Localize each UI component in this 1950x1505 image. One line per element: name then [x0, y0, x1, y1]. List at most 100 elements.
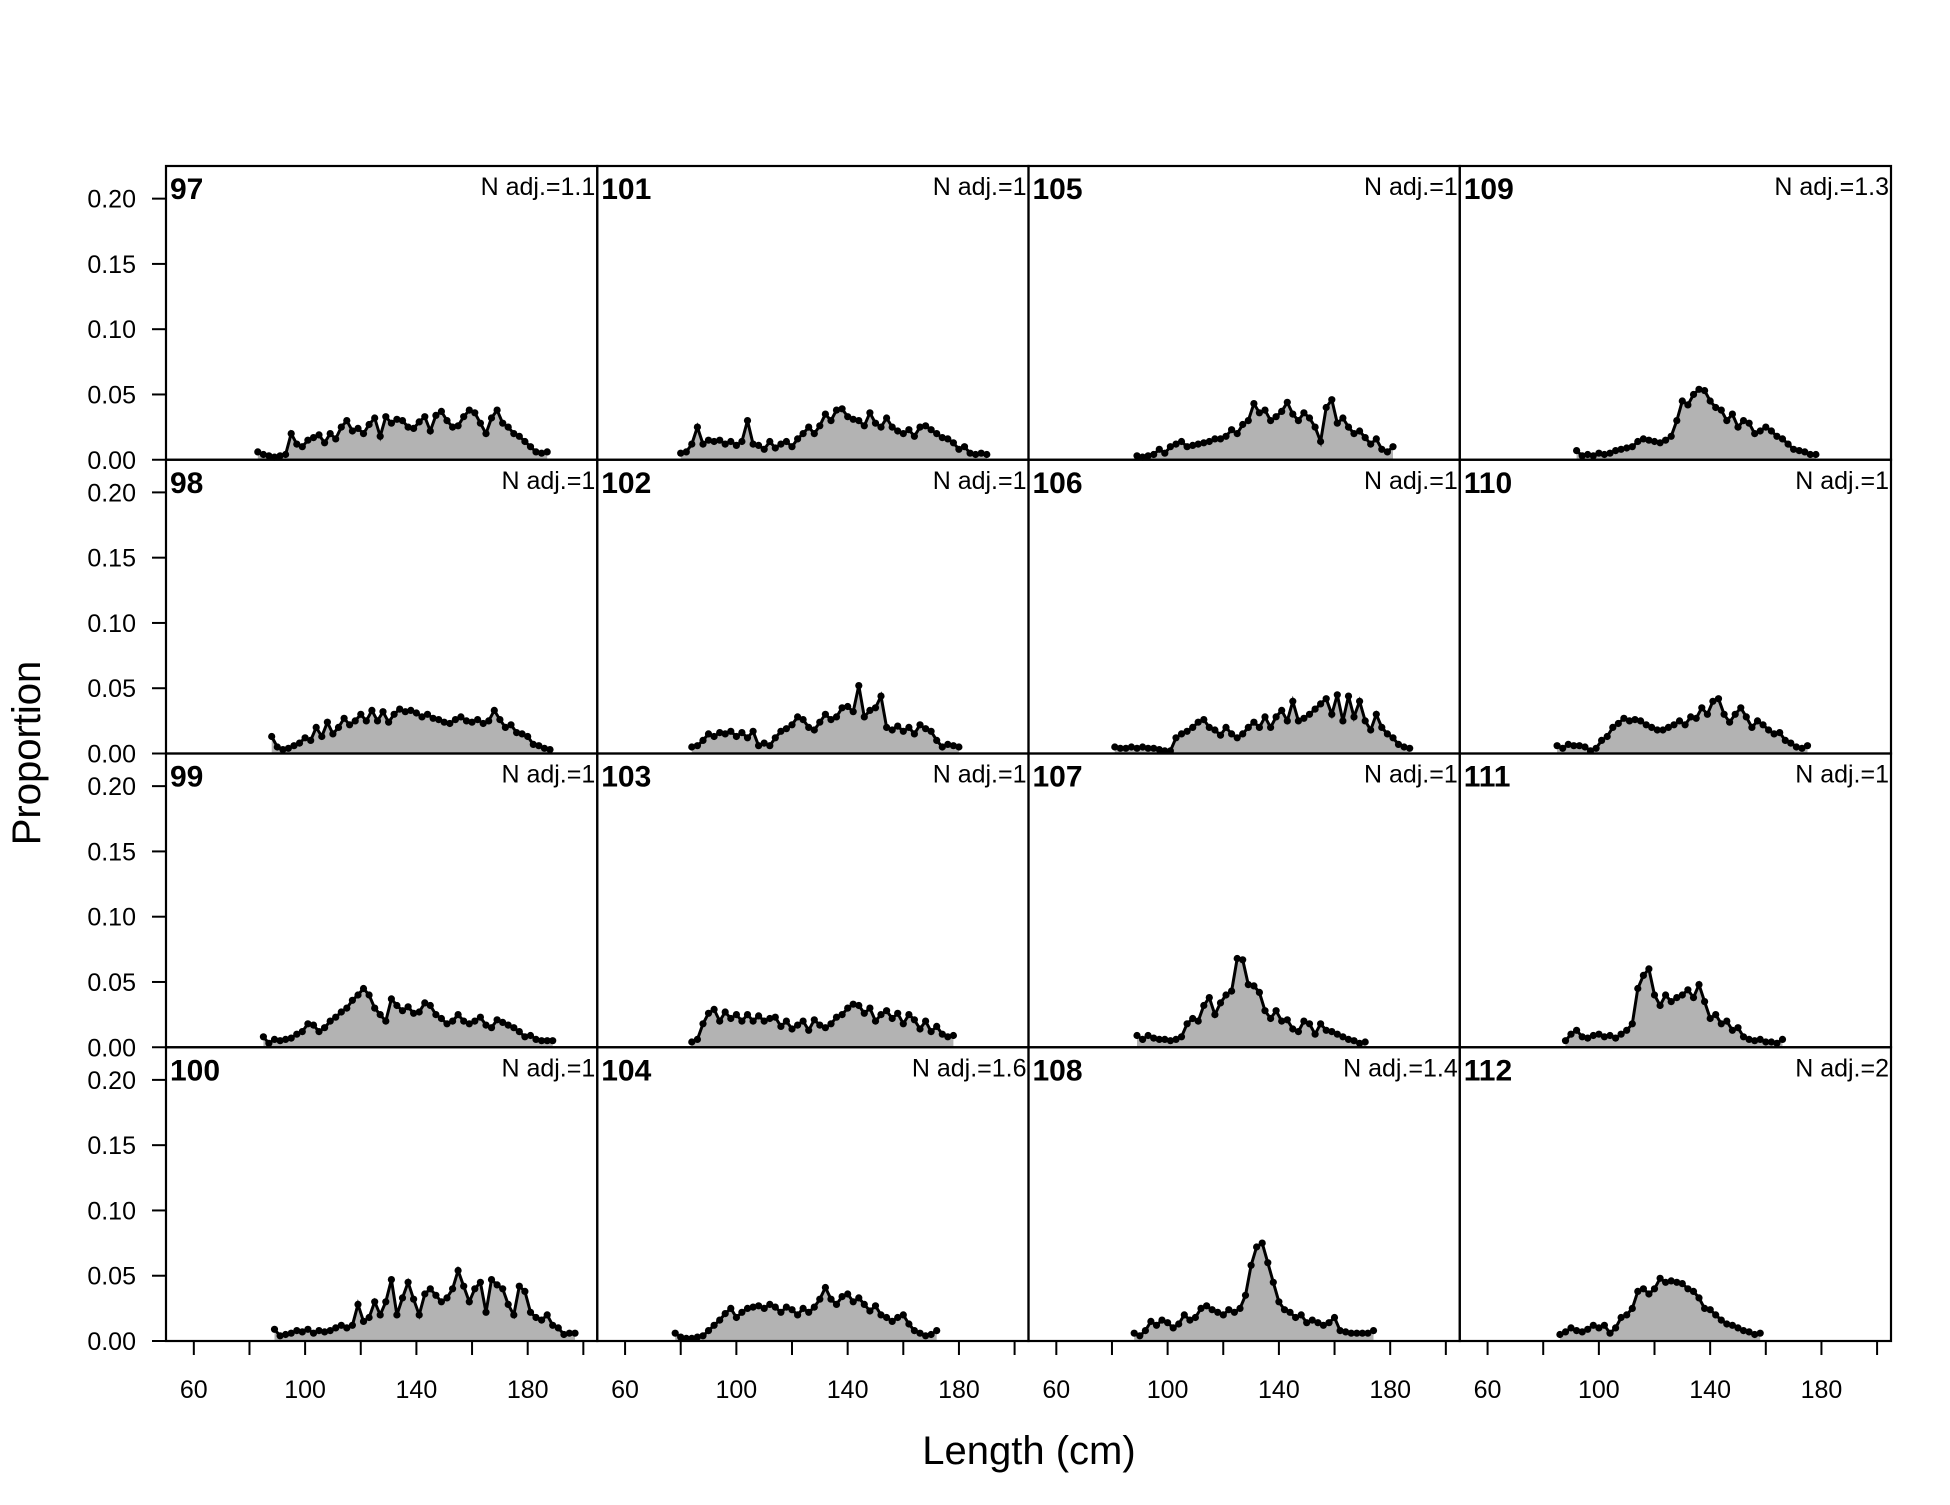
panel-109-point-176 [1806, 450, 1814, 459]
panel-108-point-136 [1264, 1259, 1272, 1267]
y-tick-label: 0.05 [87, 969, 136, 997]
panel-110-point-169 [1787, 739, 1795, 747]
panel-98-point-186 [540, 744, 549, 752]
panel-99-point-109 [326, 1017, 334, 1025]
x-tick-label: 140 [1258, 1376, 1300, 1404]
panel-107-point-141 [1278, 1017, 1286, 1025]
panel-110-point-89 [1564, 740, 1572, 749]
panel-98-nadj-label: N adj.=1 [501, 467, 595, 495]
panel-101-point-132 [821, 410, 830, 418]
panel-97-nadj-label: N adj.=1.1 [481, 173, 596, 201]
panel-108-point-156 [1319, 1321, 1327, 1329]
panel-101-point-148 [866, 409, 874, 417]
panel-105-point-179 [1383, 448, 1391, 456]
panel-112-point-116 [1639, 1285, 1647, 1293]
panel-111-point-148 [1728, 1026, 1736, 1034]
panel-105-point-141 [1278, 407, 1286, 415]
panel-102-point-116 [777, 727, 785, 735]
panel-97-point-139 [410, 424, 418, 432]
panel-103-point-146 [860, 1009, 868, 1017]
panel-99-point-141 [415, 1008, 423, 1016]
panel-99-point-143 [421, 999, 429, 1007]
panel-101-point-156 [888, 423, 896, 431]
panel-98-point-140 [412, 709, 420, 717]
panel-108-point-118 [1214, 1308, 1222, 1316]
panel-101-point-140 [844, 413, 852, 421]
panel-106-point-159 [1328, 710, 1336, 718]
panel-104-point-130 [816, 1295, 824, 1303]
panel-104-point-108 [755, 1302, 763, 1310]
panel-110-point-157 [1753, 717, 1762, 725]
panel-97-area [257, 410, 548, 460]
panel-112-point-104 [1606, 1329, 1614, 1337]
panel-99-point-139 [410, 1009, 418, 1017]
panel-104-point-142 [849, 1298, 857, 1306]
panel-104-nadj-label: N adj.=1.6 [912, 1054, 1027, 1082]
panel-110-point-125 [1664, 723, 1672, 732]
panel-97-point-181 [526, 443, 535, 451]
panel-99-point-169 [493, 1016, 501, 1024]
panel-99-point-187 [543, 1037, 551, 1045]
panel-109-point-112 [1628, 443, 1636, 451]
panel-106-point-163 [1339, 717, 1347, 725]
panel-102-point-128 [810, 726, 818, 734]
panel-100-point-133 [393, 1311, 401, 1319]
panel-105-point-119 [1216, 435, 1225, 443]
panel-99-point-123 [365, 991, 373, 999]
panel-111-point-132 [1684, 986, 1692, 994]
panel-107-point-117 [1211, 1011, 1219, 1019]
panel-107-point-151 [1305, 1020, 1314, 1028]
panel-97-point-87 [265, 452, 273, 460]
panel-104-point-140 [844, 1290, 852, 1298]
panel-103-point-104 [743, 1011, 752, 1019]
panel-frame [596, 458, 1030, 755]
panel-99-point-177 [515, 1028, 523, 1036]
panel-104-point-164 [910, 1327, 919, 1335]
panel-106-point-175 [1372, 710, 1380, 718]
panel-98-point-180 [524, 732, 532, 741]
panel-101-point-162 [905, 426, 913, 434]
panel-104-point-90 [704, 1327, 713, 1335]
y-tick-label: 0.05 [87, 381, 136, 409]
panel-99-point-171 [499, 1018, 507, 1026]
panel-101-label: 101 [601, 173, 651, 206]
panel-102-point-146 [860, 713, 868, 721]
panel-103-point-134 [827, 1020, 835, 1028]
panel-106-point-139 [1272, 713, 1280, 721]
panel-100-point-119 [354, 1300, 362, 1308]
panel-109-point-136 [1695, 385, 1703, 393]
panel-100-point-95 [287, 1329, 295, 1337]
panel-100-point-179 [521, 1287, 529, 1295]
panel-101-point-166 [916, 423, 924, 431]
panel-99-nadj-label: N adj.=1 [501, 761, 595, 789]
y-tick-label: 0.05 [87, 675, 136, 703]
panel-103-point-112 [766, 1014, 774, 1023]
panel-105-point-175 [1372, 435, 1380, 443]
panel-102-point-140 [844, 702, 852, 711]
panel-108-point-94 [1147, 1317, 1155, 1325]
panel-frame [1027, 164, 1461, 461]
panel-103-point-158 [894, 1009, 902, 1017]
y-tick-label: 0.05 [87, 1263, 136, 1291]
panel-107-nadj-label: N adj.=1 [1364, 761, 1458, 789]
panel-106-point-95 [1150, 744, 1158, 752]
panel-103-point-164 [910, 1016, 919, 1024]
panel-104-point-160 [899, 1311, 907, 1319]
panel-98-point-148 [435, 716, 443, 724]
panel-101-point-130 [816, 422, 824, 430]
panel-97-point-135 [398, 417, 407, 425]
panel-102-point-98 [727, 727, 735, 735]
panel-97-point-119 [354, 424, 362, 432]
panel-107-point-153 [1311, 1030, 1319, 1038]
panel-97-point-83 [254, 448, 262, 456]
panel-110-point-155 [1748, 723, 1756, 732]
panel-105-point-123 [1228, 426, 1236, 434]
panel-102-point-178 [949, 742, 958, 750]
panel-100-point-129 [382, 1298, 390, 1306]
panel-103-point-90 [704, 1009, 713, 1017]
panel-110-point-95 [1581, 743, 1589, 751]
panel-105-point-125 [1233, 430, 1241, 438]
panel-109-point-128 [1673, 417, 1681, 425]
panel-107-point-111 [1194, 1017, 1202, 1025]
panel-102-point-152 [877, 692, 885, 700]
